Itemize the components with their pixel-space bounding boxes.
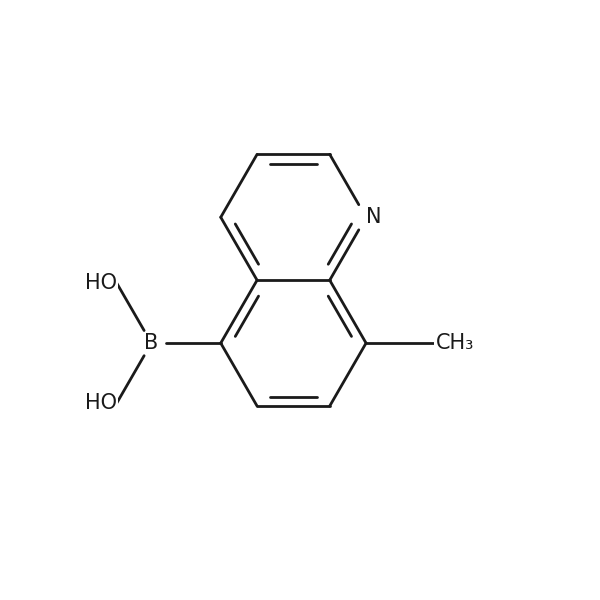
Text: HO: HO: [85, 393, 117, 413]
Text: B: B: [144, 333, 158, 353]
Text: CH₃: CH₃: [436, 333, 474, 353]
Text: N: N: [366, 207, 382, 227]
Text: HO: HO: [85, 273, 117, 293]
